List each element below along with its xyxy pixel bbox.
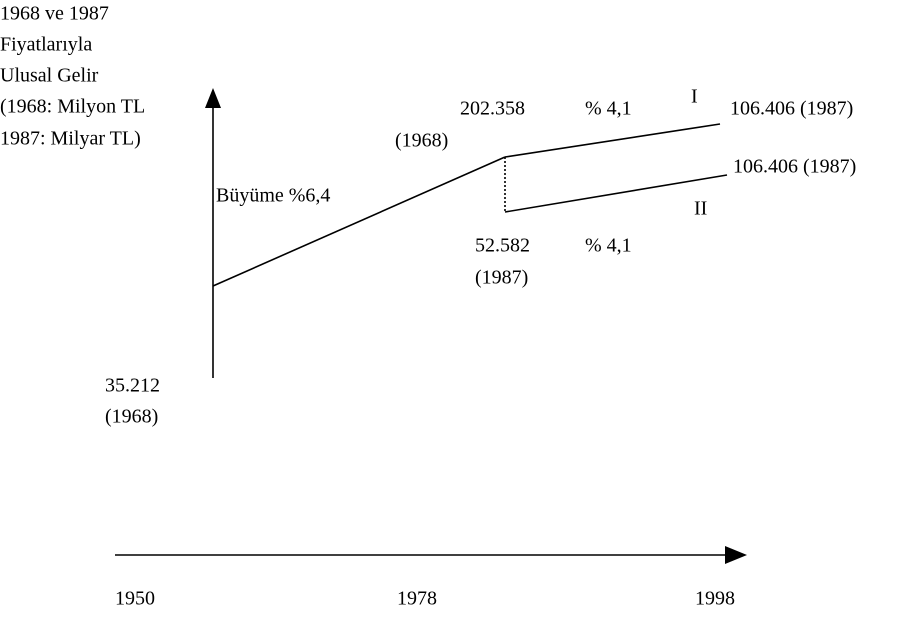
start-value: 35.212: [105, 375, 160, 397]
x-label: 1950: [115, 588, 155, 610]
path-i-rate: % 4,1: [585, 98, 632, 120]
lower-value: 52.582: [475, 235, 530, 257]
x-label: 1978: [397, 588, 437, 610]
upper-value: 202.358: [460, 98, 525, 120]
y-label: Fiyatlarıyla: [0, 34, 92, 56]
lower-year: (1987): [475, 267, 528, 289]
growth-label: Büyüme %6,4: [216, 185, 330, 207]
y-label: (1968: Milyon TL: [0, 96, 145, 118]
path-ii-line: [504, 174, 728, 213]
x-label: 1998: [695, 588, 735, 610]
y-label: 1968 ve 1987: [0, 3, 109, 25]
path-i-line: [504, 123, 721, 158]
path-ii-rate: % 4,1: [585, 235, 632, 257]
path-i-end: 106.406 (1987): [730, 98, 853, 120]
y-axis-arrow: [205, 88, 221, 108]
y-label: Ulusal Gelir: [0, 65, 99, 87]
path-ii-label: II: [694, 198, 707, 220]
path-i-label: I: [691, 86, 698, 108]
y-label: 1987: Milyar TL): [0, 128, 141, 150]
x-axis-arrow: [725, 546, 747, 564]
start-year: (1968): [105, 406, 158, 428]
upper-year: (1968): [395, 130, 448, 152]
path-ii-end: 106.406 (1987): [733, 156, 856, 178]
growth-line: [212, 156, 506, 287]
